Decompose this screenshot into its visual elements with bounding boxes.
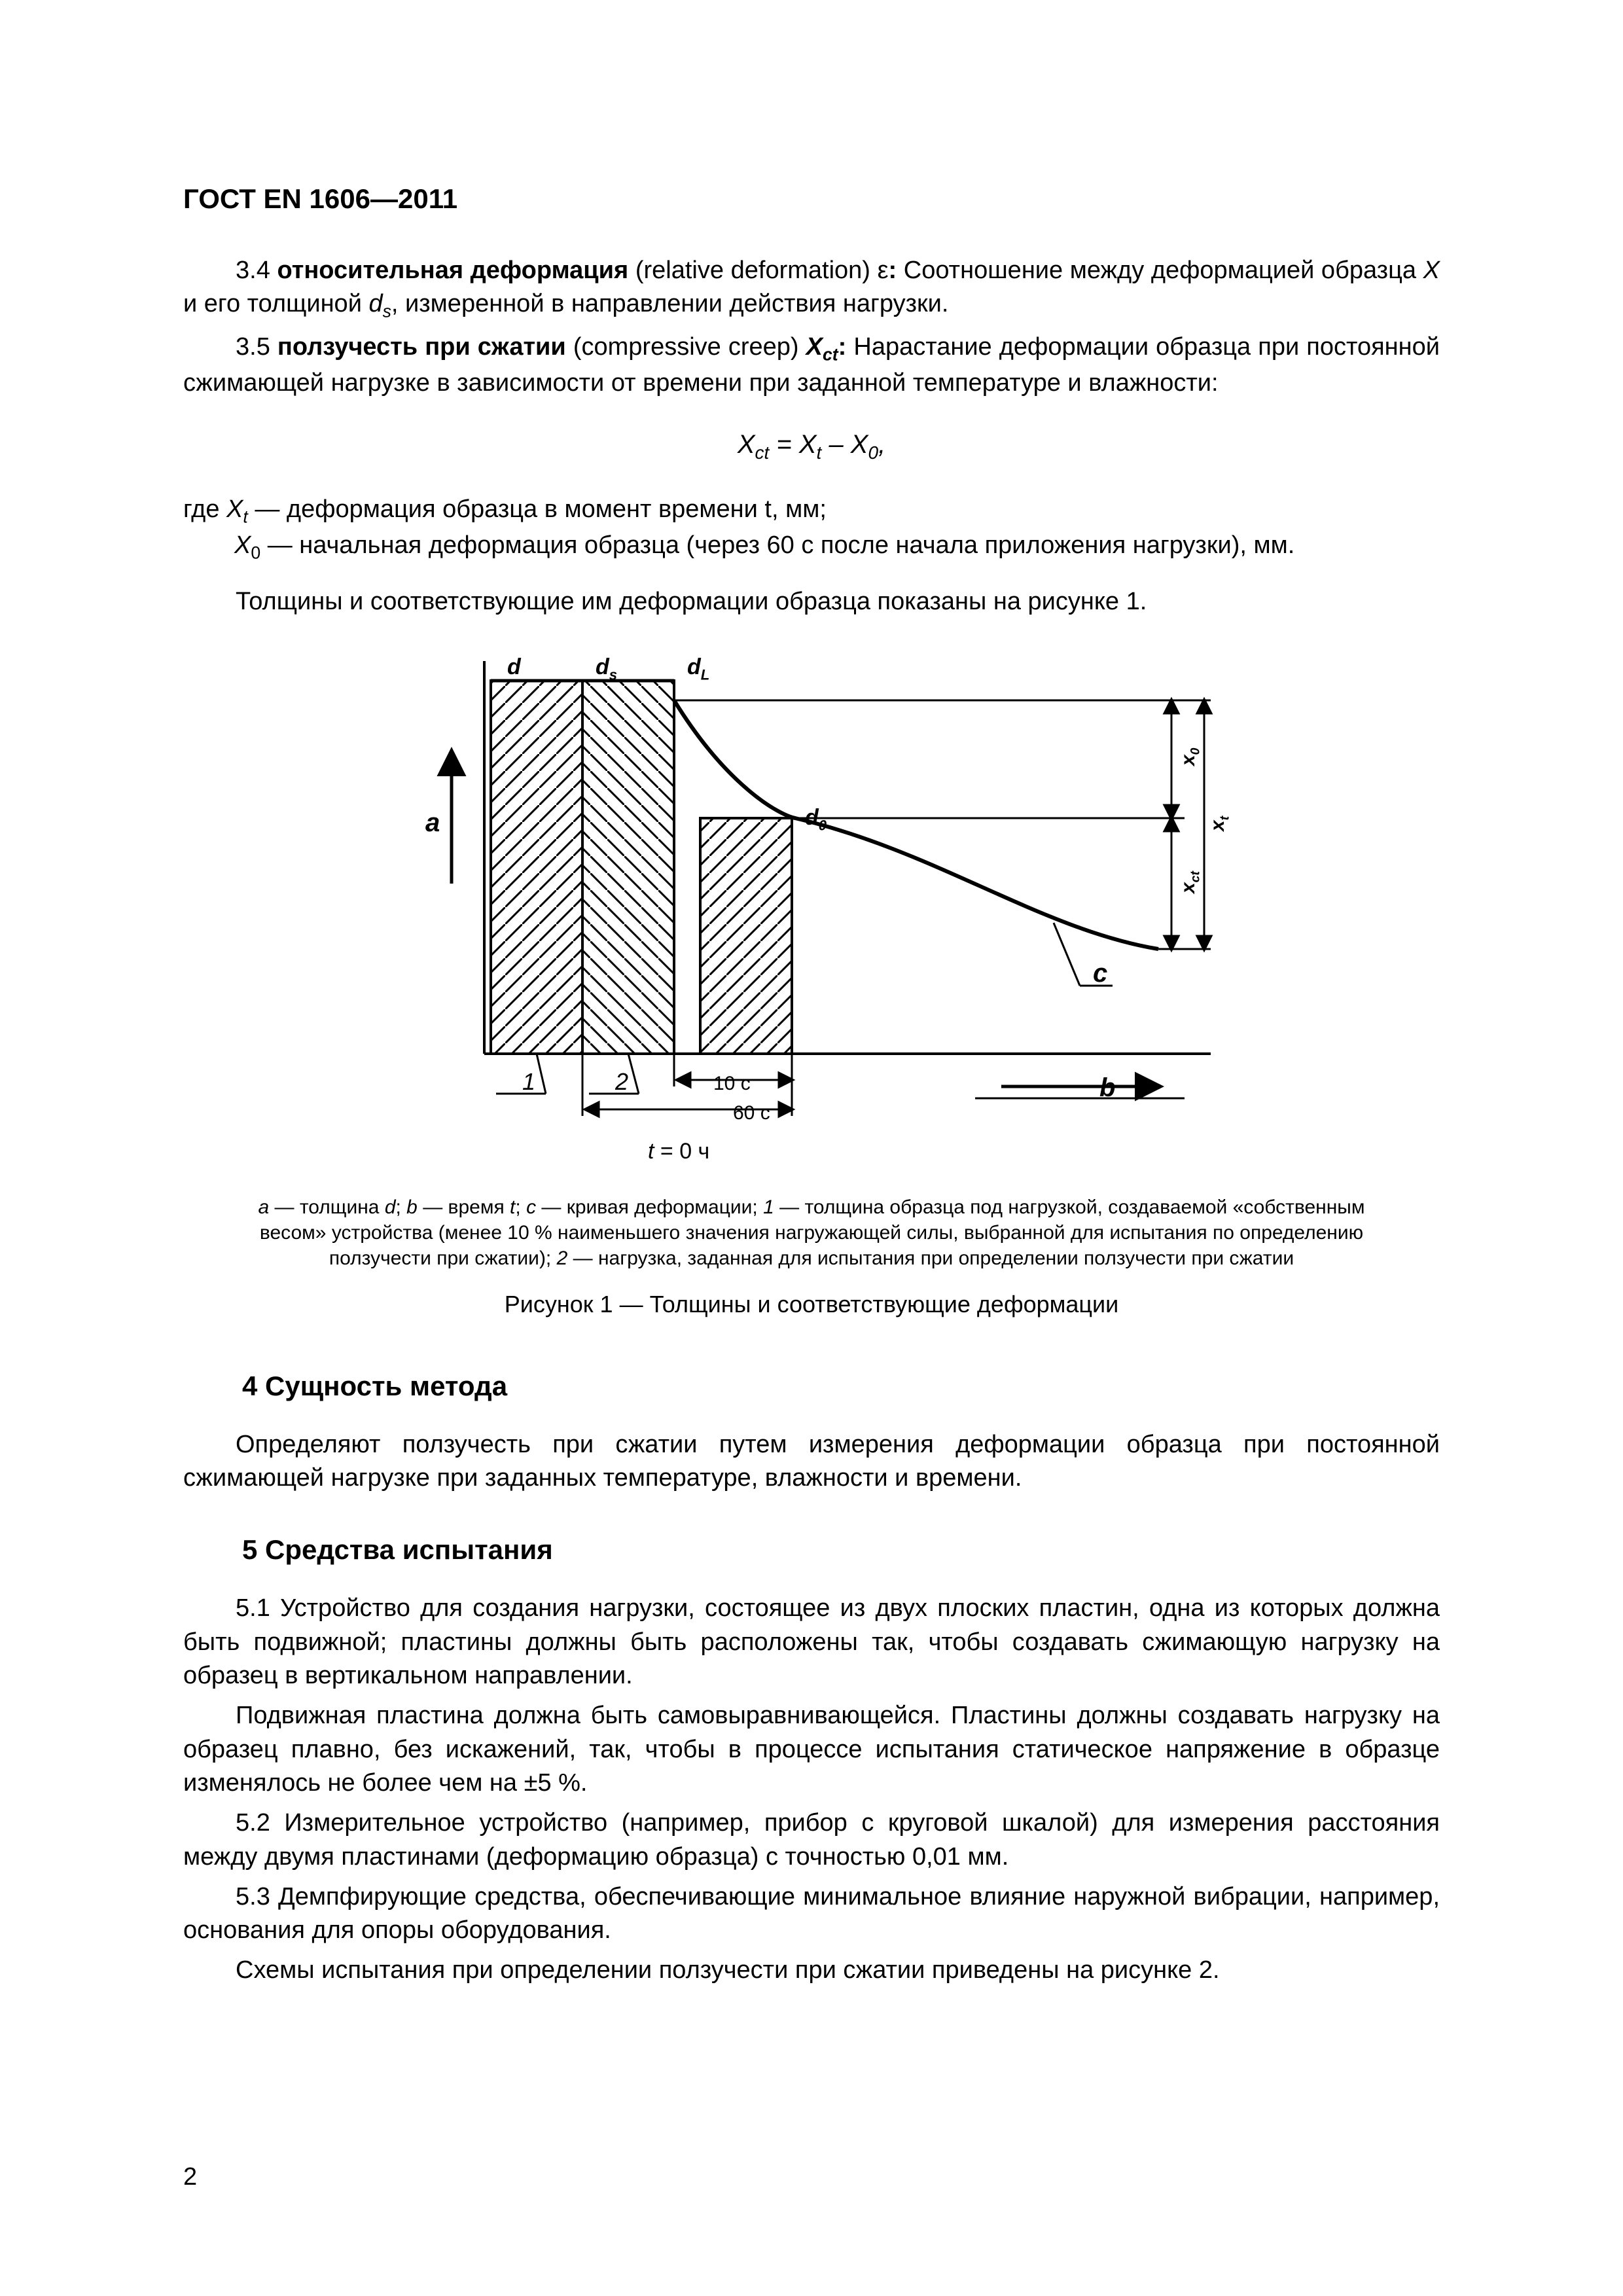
where-line-1: где Xt — деформация образца в момент вре…: [183, 493, 1440, 529]
svg-text:c: c: [1093, 959, 1107, 988]
svg-text:ds: ds: [596, 655, 617, 683]
svg-text:xct: xct: [1177, 870, 1203, 895]
clause-num: 3.4: [236, 257, 277, 284]
para-5-1b: Подвижная пластина должна быть самовырав…: [183, 1699, 1440, 1800]
svg-text:60 c: 60 c: [733, 1102, 770, 1124]
where-label: где: [183, 495, 226, 523]
heading-4: 4 Сущность метода: [242, 1371, 1440, 1402]
svg-text:xt: xt: [1207, 815, 1232, 833]
svg-text:d0: d0: [805, 805, 827, 834]
svg-text:a: a: [425, 808, 440, 837]
where-line-2: X0 — начальная деформация образца (через…: [183, 529, 1440, 565]
para-4: Определяют ползучесть при сжатии путем и…: [183, 1428, 1440, 1496]
para-5-2: 5.2 Измерительное устройство (например, …: [183, 1806, 1440, 1874]
svg-text:dL: dL: [687, 655, 709, 683]
para-3-5: 3.5 ползучесть при сжатии (compressive c…: [183, 331, 1440, 401]
para-3-4: 3.4 относительная деформация (relative d…: [183, 254, 1440, 324]
svg-text:x0: x0: [1177, 747, 1203, 767]
where-text: — деформация образца в момент времени t,…: [248, 495, 827, 523]
term: относительная деформация: [277, 257, 628, 284]
term: ползучесть при сжатии: [277, 333, 566, 361]
heading-5: 5 Средства испытания: [242, 1534, 1440, 1566]
svg-text:1: 1: [522, 1068, 535, 1095]
where-text: — начальная деформация образца (через 60…: [260, 531, 1294, 559]
svg-text:b: b: [1099, 1073, 1115, 1102]
para-5-3: 5.3 Демпфирующие средства, обеспечивающи…: [183, 1880, 1440, 1948]
svg-text:10 c: 10 c: [713, 1073, 751, 1094]
page-number: 2: [183, 2163, 197, 2191]
svg-text:d: d: [507, 655, 522, 679]
para-5-1: 5.1 Устройство для создания нагрузки, со…: [183, 1592, 1440, 1693]
formula: Xct = Xt – X0,: [183, 430, 1440, 463]
figure-1-title: Рисунок 1 — Толщины и соответствующие де…: [183, 1291, 1440, 1318]
para-5-last: Схемы испытания при определении ползучес…: [183, 1954, 1440, 1987]
svg-text:t = 0 ч: t = 0 ч: [648, 1139, 709, 1164]
document-header: ГОСТ EN 1606—2011: [183, 183, 1440, 215]
para-thicknesses: Толщины и соответствующие им деформации …: [183, 585, 1440, 619]
svg-text:2: 2: [615, 1068, 628, 1095]
figure-1-svg: d ds dL d0 a 1 2 b c 10 c 60 c t = 0 ч x0 xt xct: [386, 635, 1237, 1172]
clause-num: 3.5: [236, 333, 277, 361]
figure-1-legend: a — толщина d; b — время t; c — кривая д…: [236, 1194, 1387, 1271]
figure-1: d ds dL d0 a 1 2 b c 10 c 60 c t = 0 ч x0 xt xct: [183, 635, 1440, 1175]
